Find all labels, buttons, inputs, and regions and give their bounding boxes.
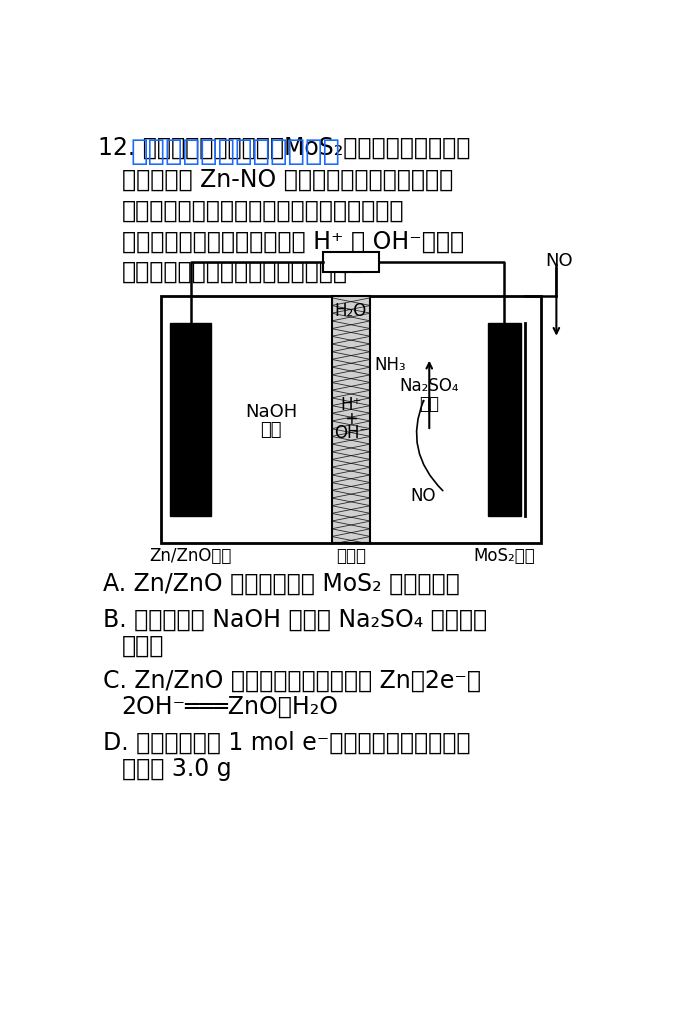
Text: 现其定向通过，则下列说法错误的是: 现其定向通过，则下列说法错误的是 — [122, 260, 348, 284]
Text: 负载: 负载 — [340, 254, 363, 274]
Text: 合成氨和对外供电的功能，其工作原理如图所: 合成氨和对外供电的功能，其工作原理如图所 — [122, 199, 404, 222]
Text: 示。已知双极膜可将水解离为 H⁺ 和 OH⁻，并实: 示。已知双极膜可将水解离为 H⁺ 和 OH⁻，并实 — [122, 230, 463, 253]
Text: 溶液: 溶液 — [260, 421, 282, 439]
Text: H⁺: H⁺ — [340, 397, 362, 414]
Text: NaOH: NaOH — [245, 403, 298, 420]
Text: 溶液: 溶液 — [419, 395, 440, 413]
Bar — [323, 251, 379, 272]
Bar — [161, 296, 541, 542]
FancyArrowPatch shape — [416, 401, 443, 491]
Text: 均变小: 均变小 — [122, 633, 164, 657]
Text: C. Zn/ZnO 电极表面发生的反应为 Zn－2e⁻＋: C. Zn/ZnO 电极表面发生的反应为 Zn－2e⁻＋ — [103, 669, 481, 693]
Text: 微信公众号关注：趣找答案: 微信公众号关注：趣找答案 — [130, 138, 340, 166]
Bar — [488, 323, 521, 516]
Bar — [332, 296, 370, 542]
Text: 会增大 3.0 g: 会增大 3.0 g — [122, 756, 231, 781]
Text: NH₃: NH₃ — [374, 357, 406, 374]
Text: D. 当电路中通过 1 mol e⁻时，整个电池系统质量: D. 当电路中通过 1 mol e⁻时，整个电池系统质量 — [103, 731, 470, 754]
Bar — [170, 323, 211, 516]
Text: NO: NO — [545, 251, 573, 270]
Text: 研发出一种 Zn-NO 电池系统，该电池同时具备: 研发出一种 Zn-NO 电池系统，该电池同时具备 — [122, 168, 453, 192]
Text: Na₂SO₄: Na₂SO₄ — [400, 377, 459, 395]
Text: +: + — [344, 410, 358, 428]
Text: B. 电池工作时 NaOH 溶液和 Na₂SO₄ 溶液浓度: B. 电池工作时 NaOH 溶液和 Na₂SO₄ 溶液浓度 — [103, 608, 487, 631]
Text: OH⁻: OH⁻ — [334, 424, 368, 442]
Text: 双极膜: 双极膜 — [336, 547, 366, 565]
Text: 12. 科研人员以二硫化钒（MoS₂）作为电极催化剂，: 12. 科研人员以二硫化钒（MoS₂）作为电极催化剂， — [98, 135, 470, 159]
Text: H₂O: H₂O — [335, 302, 367, 321]
Text: A. Zn/ZnO 电极电势要比 MoS₂ 电极电势低: A. Zn/ZnO 电极电势要比 MoS₂ 电极电势低 — [103, 572, 460, 596]
Text: 2OH⁻═══ZnO＋H₂O: 2OH⁻═══ZnO＋H₂O — [122, 695, 339, 720]
Text: MoS₂电极: MoS₂电极 — [474, 547, 536, 565]
Text: Zn/ZnO电极: Zn/ZnO电极 — [149, 547, 232, 565]
Text: NO: NO — [410, 487, 435, 505]
